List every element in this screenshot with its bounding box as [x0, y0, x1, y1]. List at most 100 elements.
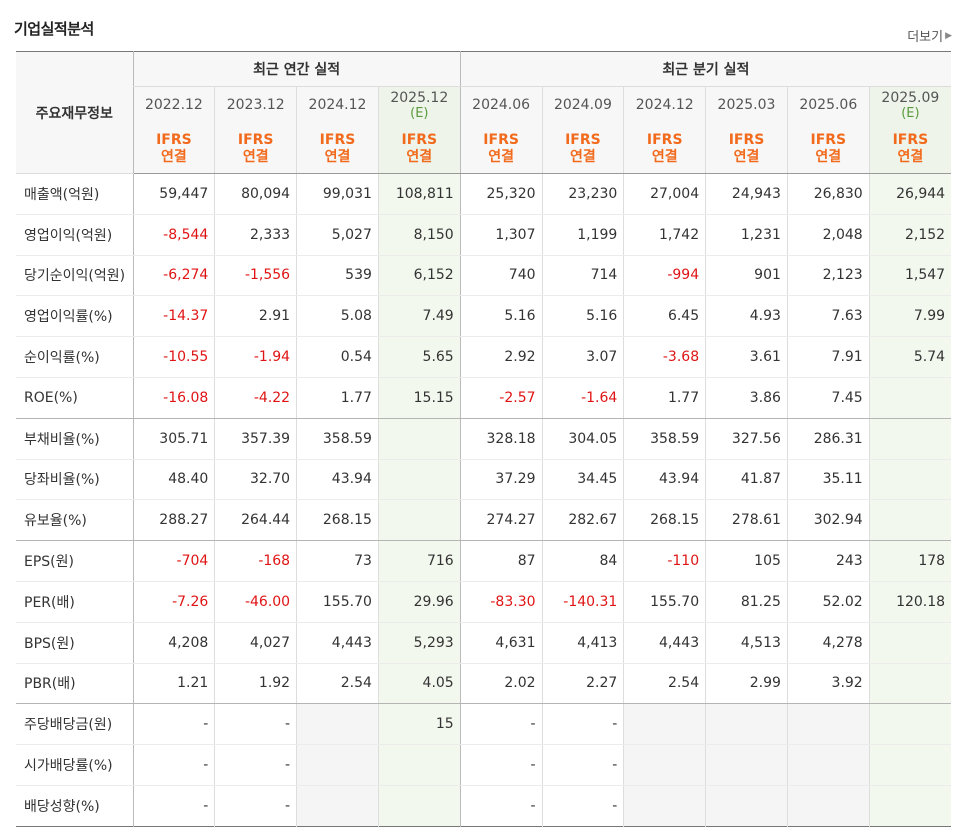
table-cell: 26,944 [868, 173, 952, 215]
table-cell: -3.68 [623, 336, 706, 378]
table-cell: 714 [541, 255, 624, 297]
table-cell: 81.25 [705, 581, 788, 623]
table-cell: 2.02 [459, 663, 543, 705]
table-cell: -1.64 [541, 377, 624, 419]
period-header: 2024.12 [296, 86, 379, 124]
table-cell [705, 785, 788, 827]
table-cell: 24,943 [705, 173, 788, 215]
table-cell: 4,027 [214, 622, 297, 664]
consolidated-label: 연결 [161, 148, 187, 165]
table-cell: 155.70 [296, 581, 379, 623]
table-cell: 37.29 [459, 459, 543, 501]
consolidated-label: 연결 [242, 148, 269, 165]
table-cell [377, 744, 461, 786]
row-label: 부채비율(%) [16, 418, 133, 460]
table-cell [868, 663, 952, 705]
table-cell: 740 [459, 255, 543, 297]
period-header: 2025.06 [786, 86, 870, 124]
ifrs-header: IFRS 연결 [786, 124, 870, 174]
row-label: 영업이익(억원) [16, 214, 133, 256]
table-row: ROE(%) -16.08 -4.22 1.77 15.15 -2.57 -1.64 1.77… [16, 377, 952, 419]
table-cell: 305.71 [132, 418, 215, 460]
table-cell: 4,413 [541, 622, 624, 664]
table-cell: 2.91 [214, 295, 297, 338]
table-cell [868, 459, 952, 501]
table-cell: 0.54 [296, 336, 379, 378]
table-cell: -46.00 [214, 581, 297, 623]
row-label: 당좌비율(%) [16, 459, 133, 501]
table-cell: -704 [132, 540, 215, 582]
consolidated-label: 연결 [733, 148, 760, 165]
table-cell: 1.77 [623, 377, 706, 419]
table-cell: 87 [459, 540, 543, 582]
table-row: 시가배당률(%) - - - - [16, 744, 952, 786]
table-cell: 358.59 [623, 418, 706, 460]
table-row: 부채비율(%) 305.71 357.39 358.59 328.18 304.05 358… [16, 418, 952, 460]
table-cell: 8,150 [377, 214, 461, 256]
table-cell: 357.39 [214, 418, 297, 460]
table-cell: 26,830 [786, 173, 870, 215]
table-cell: 15 [377, 703, 461, 746]
estimate-tag: (E) [901, 105, 920, 121]
table-cell: 105 [705, 540, 788, 582]
table-cell: 7.91 [786, 336, 870, 378]
table-cell [623, 744, 706, 786]
table-cell: 5.16 [459, 295, 543, 338]
table-cell: 5.08 [296, 295, 379, 338]
ifrs-header: IFRS 연결 [541, 124, 624, 174]
table-cell: -994 [623, 255, 706, 297]
table-cell: -168 [214, 540, 297, 582]
table-cell: - [541, 703, 624, 746]
table-cell: 328.18 [459, 418, 543, 460]
table-row: BPS(원) 4,208 4,027 4,443 5,293 4,631 4,413 4,44… [16, 622, 952, 664]
table-cell: 2,123 [786, 255, 870, 297]
consolidated-label: 연결 [570, 148, 596, 165]
ifrs-label: IFRS [237, 131, 274, 148]
period-header: 2024.06 [459, 86, 543, 124]
period-header: 2024.09 [541, 86, 624, 124]
ifrs-header: IFRS 연결 [377, 124, 461, 174]
table-cell: 1.92 [214, 663, 297, 705]
table-cell: 23,230 [541, 173, 624, 215]
table-cell: 1.77 [296, 377, 379, 419]
table-cell: 5,293 [377, 622, 461, 664]
table-cell: 4,631 [459, 622, 543, 664]
table-cell: - [459, 785, 543, 827]
row-label: 배당성향(%) [24, 798, 100, 815]
consolidated-label: 연결 [406, 148, 433, 165]
more-link[interactable]: 더보기 ▶ [907, 26, 952, 45]
table-cell: 274.27 [459, 499, 543, 542]
table-cell: 6,152 [377, 255, 461, 297]
table-cell: 2,048 [786, 214, 870, 256]
table-cell: 304.05 [541, 418, 624, 460]
table-cell: 41.87 [705, 459, 788, 501]
table-cell [786, 744, 870, 786]
ifrs-header: IFRS 연결 [705, 124, 788, 174]
table-cell: 716 [377, 540, 461, 582]
table-row: PER(배) -7.26 -46.00 155.70 29.96 -83.30 -140.3… [16, 581, 952, 623]
ifrs-label: IFRS [810, 131, 847, 148]
table-cell: 7.45 [786, 377, 870, 419]
row-label: 순이익률(%) [16, 336, 133, 378]
table-cell: 268.15 [296, 499, 379, 542]
period-label: 2023.12 [226, 97, 285, 113]
table-row: 매출액(억원) 59,447 80,094 99,031 108,811 25,320 23… [16, 173, 952, 215]
period-label: 2024.06 [472, 97, 531, 113]
ifrs-header: IFRS 연결 [623, 124, 706, 174]
table-cell [377, 418, 461, 460]
period-label: 2024.09 [553, 97, 612, 113]
table-cell: 4,208 [132, 622, 215, 664]
period-label: 2022.12 [144, 97, 203, 113]
table-cell: 1,231 [705, 214, 788, 256]
table-cell: -7.26 [132, 581, 215, 623]
table-row: 당좌비율(%) 48.40 32.70 43.94 37.29 34.45 43.94 41.… [16, 459, 952, 501]
table-cell: 3.61 [705, 336, 788, 378]
table-cell: 3.07 [541, 336, 624, 378]
table-row: PBR(배) 1.21 1.92 2.54 4.05 2.02 2.27 2.54 2.99 3.… [16, 663, 952, 705]
table-cell: 2.54 [623, 663, 706, 705]
table-row: 순이익률(%) -10.55 -1.94 0.54 5.65 2.92 3.07 -3.68 3… [16, 336, 952, 378]
table-cell: - [132, 785, 215, 827]
period-label: 2025.06 [799, 97, 858, 113]
ifrs-label: IFRS [319, 131, 356, 148]
table-cell: 5.74 [868, 336, 952, 378]
